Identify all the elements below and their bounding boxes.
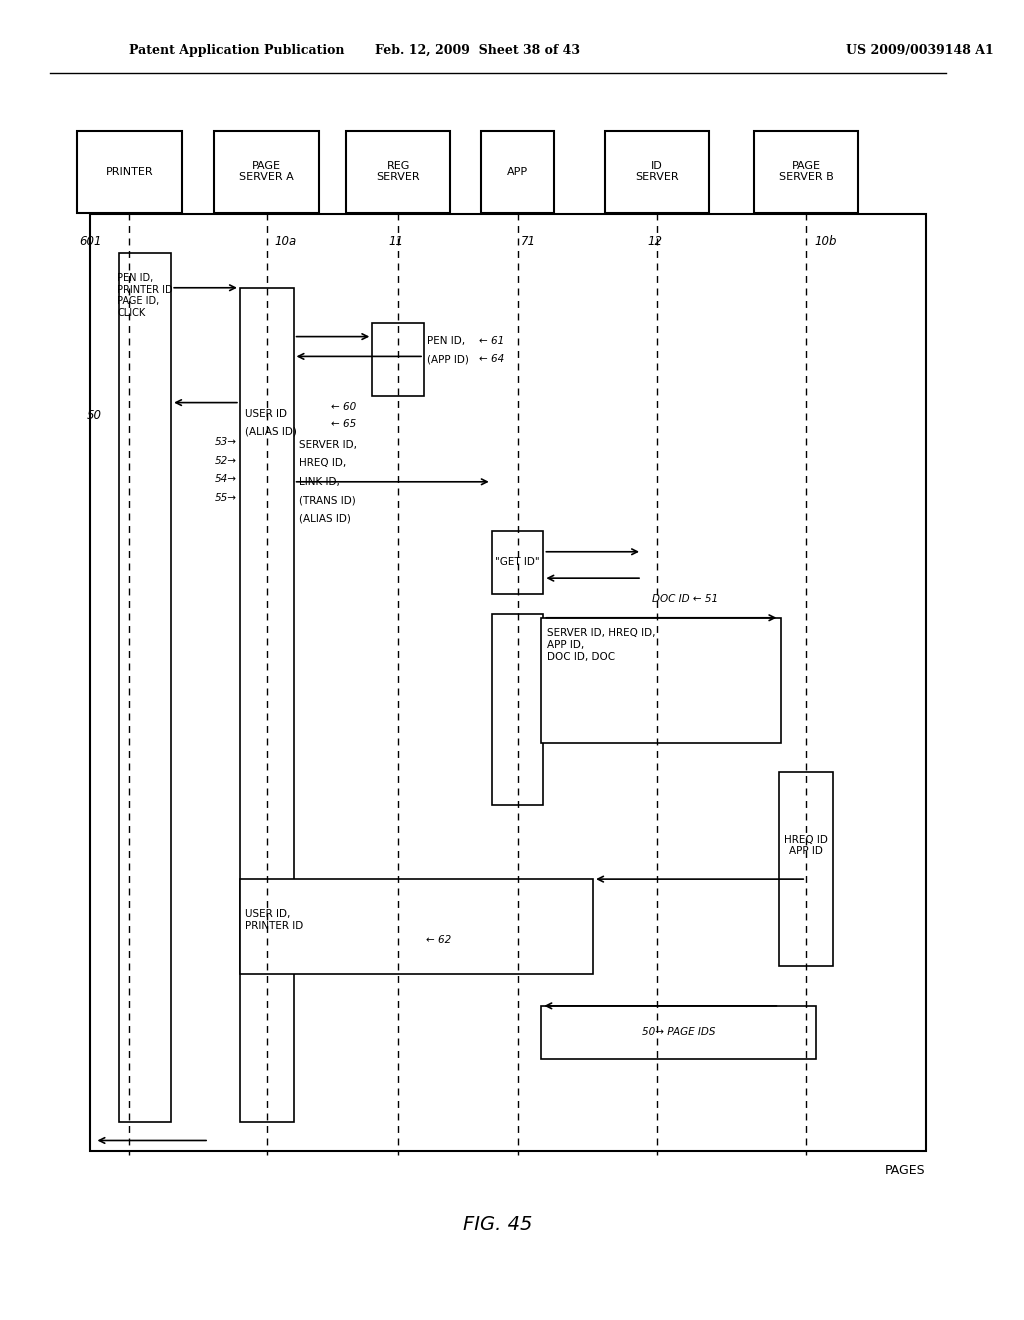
Text: LINK ID,: LINK ID, bbox=[299, 477, 340, 487]
Bar bbox=[346, 131, 451, 213]
Bar bbox=[542, 1006, 816, 1059]
Text: PAGES: PAGES bbox=[885, 1164, 926, 1177]
Bar bbox=[120, 253, 171, 1122]
Text: 601: 601 bbox=[80, 235, 102, 248]
Text: 50→ PAGE IDS: 50→ PAGE IDS bbox=[642, 1027, 716, 1038]
Text: (APP ID): (APP ID) bbox=[427, 354, 469, 364]
Text: HREQ ID
APP ID: HREQ ID APP ID bbox=[784, 834, 828, 857]
Text: PAGE
SERVER A: PAGE SERVER A bbox=[240, 161, 294, 182]
Bar bbox=[779, 772, 834, 966]
Text: 11: 11 bbox=[388, 235, 403, 248]
Text: PAGE
SERVER B: PAGE SERVER B bbox=[779, 161, 834, 182]
Text: 55→: 55→ bbox=[215, 492, 237, 503]
Text: ← 60: ← 60 bbox=[332, 401, 356, 412]
Text: 54→: 54→ bbox=[215, 474, 237, 484]
Text: "GET ID": "GET ID" bbox=[496, 557, 540, 568]
Text: US 2009/0039148 A1: US 2009/0039148 A1 bbox=[846, 44, 993, 57]
Text: Feb. 12, 2009  Sheet 38 of 43: Feb. 12, 2009 Sheet 38 of 43 bbox=[375, 44, 581, 57]
Bar bbox=[214, 131, 319, 213]
Text: 12: 12 bbox=[647, 235, 662, 248]
Bar bbox=[604, 131, 710, 213]
Text: SERVER ID,: SERVER ID, bbox=[299, 440, 356, 450]
Bar bbox=[373, 323, 424, 396]
Text: ← 62: ← 62 bbox=[426, 935, 452, 945]
Text: SERVER ID, HREQ ID,
APP ID,
DOC ID, DOC: SERVER ID, HREQ ID, APP ID, DOC ID, DOC bbox=[548, 628, 656, 661]
Text: FIG. 45: FIG. 45 bbox=[463, 1216, 532, 1234]
Text: Patent Application Publication: Patent Application Publication bbox=[129, 44, 345, 57]
Text: USER ID,
PRINTER ID: USER ID, PRINTER ID bbox=[245, 909, 303, 931]
Text: HREQ ID,: HREQ ID, bbox=[299, 458, 346, 469]
Text: 10a: 10a bbox=[274, 235, 297, 248]
Bar bbox=[754, 131, 858, 213]
Text: PEN ID,
PRINTER ID
PAGE ID,
CLICK: PEN ID, PRINTER ID PAGE ID, CLICK bbox=[118, 273, 173, 318]
Text: PEN ID,: PEN ID, bbox=[427, 335, 465, 346]
Bar bbox=[481, 131, 554, 213]
Bar bbox=[77, 131, 181, 213]
Text: (ALIAS ID): (ALIAS ID) bbox=[245, 426, 297, 437]
Text: (ALIAS ID): (ALIAS ID) bbox=[299, 513, 350, 524]
Text: 52→: 52→ bbox=[215, 455, 237, 466]
Bar bbox=[89, 214, 926, 1151]
Bar bbox=[492, 614, 544, 805]
Text: 50: 50 bbox=[86, 409, 101, 422]
Bar bbox=[542, 618, 781, 743]
Bar bbox=[240, 879, 593, 974]
Text: PRINTER: PRINTER bbox=[105, 166, 154, 177]
Text: ID
SERVER: ID SERVER bbox=[635, 161, 679, 182]
Bar bbox=[240, 288, 294, 1122]
Text: APP: APP bbox=[507, 166, 528, 177]
Text: 53→: 53→ bbox=[215, 437, 237, 447]
Bar bbox=[492, 531, 544, 594]
Text: ← 65: ← 65 bbox=[332, 418, 356, 429]
Text: (TRANS ID): (TRANS ID) bbox=[299, 495, 355, 506]
Text: 10b: 10b bbox=[814, 235, 837, 248]
Text: USER ID: USER ID bbox=[245, 409, 287, 420]
Text: 71: 71 bbox=[520, 235, 536, 248]
Text: REG
SERVER: REG SERVER bbox=[376, 161, 420, 182]
Text: ← 64: ← 64 bbox=[479, 354, 504, 364]
Text: ← 61: ← 61 bbox=[479, 335, 504, 346]
Text: DOC ID ← 51: DOC ID ← 51 bbox=[652, 594, 718, 605]
